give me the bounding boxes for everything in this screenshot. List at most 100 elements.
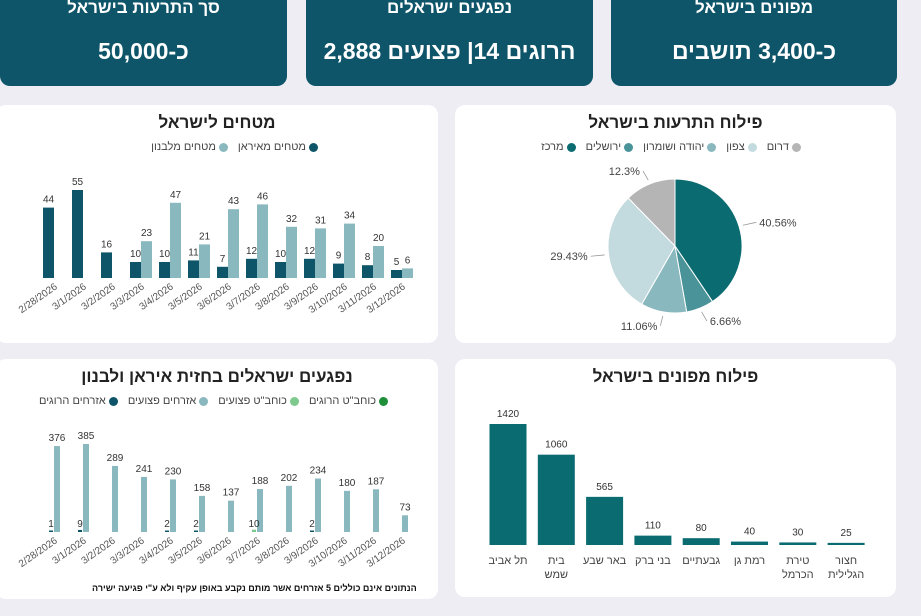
data-label: 7 [220, 254, 226, 265]
evacuees-bar-chart: 1420 תל אביב 1060 בית שמש 565 באר שבע 110 בני בר… [489, 409, 865, 581]
slice-label: 11.06% [621, 321, 658, 333]
card-title: מטחים לישראל [158, 113, 276, 132]
x-tick-label: באר שבע [583, 555, 627, 567]
data-label: 12 [246, 246, 258, 257]
bar [779, 542, 817, 545]
slice-label: 40.56% [759, 217, 797, 229]
legend-item[interactable]: מטחים מלבנון [151, 141, 228, 153]
bar [83, 444, 89, 532]
data-label: 16 [101, 239, 113, 250]
bar [402, 268, 413, 278]
data-label: 10 [275, 249, 287, 260]
legend-label: דרום [766, 141, 789, 153]
legend-label: ירושלים [585, 141, 622, 153]
data-label: 46 [257, 191, 269, 202]
bar [43, 207, 54, 278]
data-label: 234 [310, 466, 327, 477]
data-label: 55 [72, 177, 84, 188]
kpi-value: כ-3,400 תושבים [671, 38, 837, 64]
legend-label: כוחב"ט הרוגים [308, 395, 376, 407]
card-title: נפגעים ישראלים בחזית איראן ולבנון [81, 367, 353, 386]
data-label: 565 [596, 482, 613, 493]
data-label: 6 [405, 255, 411, 266]
x-tick-label: 2/28/2026 [17, 281, 60, 316]
bar [344, 490, 350, 532]
chart-legend: אזרחים הרוגים אזרחים פצועים כוחב"ט פצועי… [39, 395, 388, 407]
data-label: 1420 [497, 409, 520, 420]
chart-legend: מטחים מלבנון מטחים מאיראן [151, 141, 318, 153]
bar [159, 262, 170, 278]
legend-label: מרכז [541, 141, 564, 153]
bar [141, 476, 147, 532]
data-label: 43 [228, 196, 240, 207]
legend-label: אזרחים הרוגים [38, 395, 106, 407]
data-label: 23 [141, 228, 153, 239]
legend-item[interactable]: אזרחים הרוגים [39, 395, 118, 407]
legend-item[interactable]: יהודה ושומרון [643, 141, 717, 153]
data-label: 10 [248, 519, 260, 530]
data-label: 20 [373, 233, 385, 244]
data-label: 9 [77, 519, 83, 530]
legend-item[interactable]: מרכז [541, 141, 576, 153]
bar [682, 538, 720, 545]
x-tick-label: בני ברק [635, 555, 671, 567]
data-label: 1060 [545, 440, 568, 451]
legend-item[interactable]: כוחב"ט פצועים [218, 395, 299, 407]
bar [362, 265, 373, 278]
data-label: 32 [286, 214, 298, 225]
slice-label: 29.43% [550, 251, 588, 263]
bar [257, 204, 268, 278]
bar [373, 489, 379, 532]
leader-line [660, 315, 664, 326]
bar [373, 246, 384, 278]
bar [165, 530, 169, 532]
bar [54, 446, 60, 532]
x-tick-label: רמת גן [734, 555, 765, 567]
data-label: 241 [136, 464, 153, 475]
casualties-bar-chart: 37612/28/202638593/1/20262893/2/20262413… [17, 431, 411, 570]
bar [275, 262, 286, 278]
bar [286, 485, 292, 532]
kpi-value: כ-50,000 [98, 38, 189, 64]
bar [252, 529, 256, 532]
legend-label: יהודה ושומרון [643, 141, 705, 153]
legend-label: מטחים מאיראן [237, 141, 306, 153]
legend-item[interactable]: צפון [726, 141, 757, 153]
x-tick-label: חצור [835, 555, 857, 567]
bar [101, 252, 112, 278]
legend-item[interactable]: מטחים מאיראן [238, 141, 318, 153]
x-tick-label: הגלילית [828, 568, 864, 581]
x-tick-label: 2/28/2026 [17, 535, 60, 570]
bar [731, 541, 768, 545]
kpi-title: מפונים בישראל [694, 0, 814, 17]
legend-item[interactable]: כוחב"ט הרוגים [309, 395, 388, 407]
bar [228, 209, 239, 278]
x-tick-label: גבעתיים [682, 555, 720, 567]
data-label: 158 [194, 483, 211, 494]
pie-slice [627, 178, 676, 248]
legend-item[interactable]: אזרחים פצועים [127, 395, 209, 407]
missiles-bar-chart: 442/28/2026553/1/2026163/2/202610233/3/2… [17, 177, 413, 316]
bar [170, 479, 176, 532]
legend-item[interactable]: ירושלים [586, 141, 634, 153]
data-label: 188 [252, 476, 269, 487]
legend-item[interactable]: דרום [767, 141, 801, 153]
data-label: 202 [281, 473, 298, 484]
data-label: 11 [188, 247, 199, 258]
data-label: 80 [696, 523, 708, 534]
kpi-evacuees: מפונים בישראל כ-3,400 תושבים [611, 0, 897, 86]
data-label: 34 [344, 211, 356, 222]
data-label: 73 [399, 502, 411, 513]
legend-label: אזרחים פצועים [127, 395, 197, 407]
leader-line [742, 221, 757, 226]
bar [286, 226, 297, 278]
kpi-casualties: נפגעים ישראלים הרוגים 14| פצועים 2,888 [306, 0, 593, 86]
pie-slice [607, 197, 676, 305]
bar [586, 496, 624, 545]
card-title: פילוח התרעות בישראל [588, 113, 763, 132]
chart-legend: מרכז ירושלים יהודה ושומרון צפון דרום [541, 141, 801, 153]
kpi-title: נפגעים ישראלים [386, 0, 513, 17]
data-label: 137 [223, 488, 240, 499]
missiles-card: מטחים לישראל מטחים מלבנון מטחים מאיראן 4… [0, 105, 438, 343]
kpi-value: הרוגים 14| פצועים 2,888 [323, 38, 576, 64]
